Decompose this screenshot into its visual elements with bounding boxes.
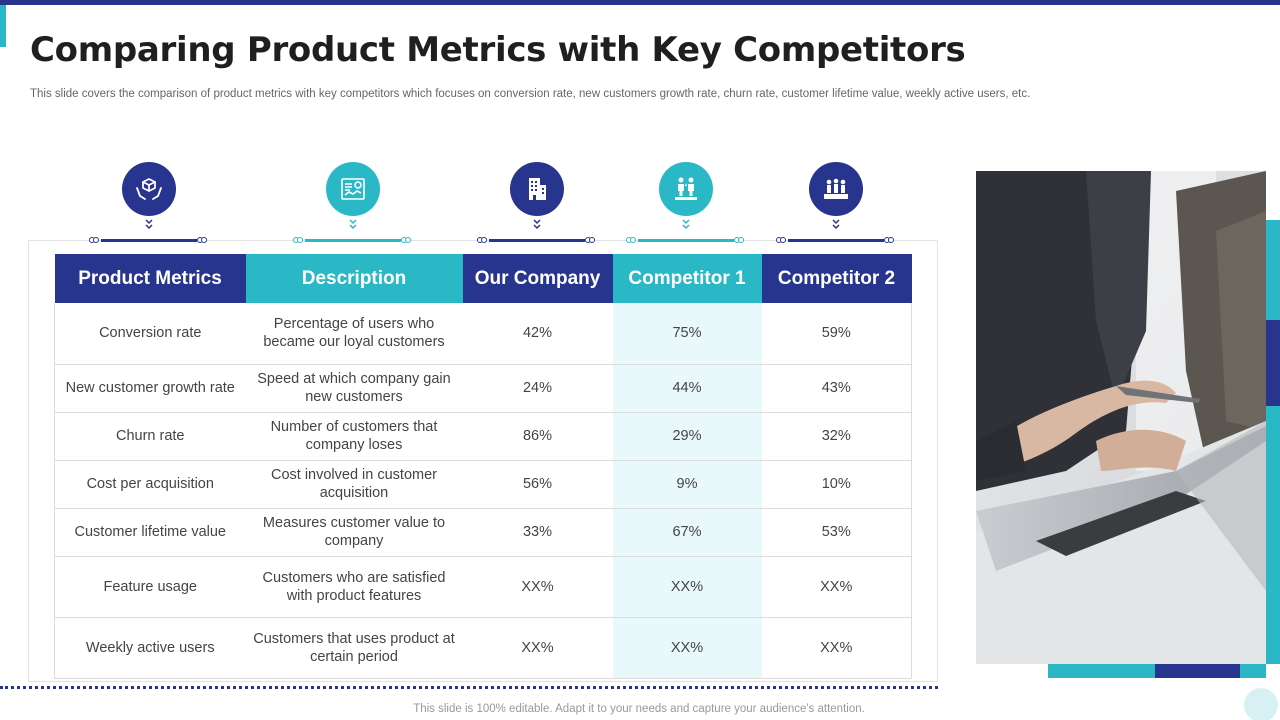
icon-connector [776, 236, 896, 244]
cell-description: Speed at which company gain new customer… [245, 364, 463, 413]
cell-metric: Customer lifetime value [54, 508, 246, 557]
cell-our-company: XX% [462, 556, 613, 618]
cell-description: Customers that uses product at certain p… [245, 617, 463, 679]
cell-our-company: 56% [462, 460, 613, 509]
chevron-down-icon [145, 219, 153, 230]
footer-note: This slide is 100% editable. Adapt it to… [413, 703, 865, 715]
comparison-table: Product Metrics Description Our Company … [54, 254, 912, 679]
icon-connector [477, 236, 597, 244]
cell-our-company: 33% [462, 508, 613, 557]
building-icon [510, 162, 564, 216]
icon-connector [626, 236, 746, 244]
cell-competitor-1: 9% [612, 460, 762, 509]
cell-metric: Feature usage [54, 556, 246, 618]
cell-competitor-2: XX% [761, 556, 912, 618]
hands-box-icon [122, 162, 176, 216]
cell-competitor-1: 67% [612, 508, 762, 557]
photo-accent-teal-right [1266, 220, 1280, 664]
table-row: Cost per acquisition Cost involved in cu… [54, 460, 912, 509]
table-row: Conversion rate Percentage of users who … [54, 303, 912, 365]
header-icon-competitor-1 [626, 162, 746, 246]
chevron-down-icon [682, 219, 690, 230]
top-accent-bar [0, 0, 1280, 5]
cell-competitor-2: 43% [761, 364, 912, 413]
cell-metric: Cost per acquisition [54, 460, 246, 509]
chevron-down-icon [349, 219, 357, 230]
table-row: Weekly active users Customers that uses … [54, 617, 912, 679]
table-header-row: Product Metrics Description Our Company … [54, 254, 912, 303]
dotted-divider [0, 686, 938, 690]
photo-accent-navy-bottom [1155, 664, 1240, 678]
business-laptop-photo [976, 171, 1266, 664]
cell-description: Cost involved in customer acquisition [245, 460, 463, 509]
cell-competitor-1: 44% [612, 364, 762, 413]
table-row: Churn rate Number of customers that comp… [54, 412, 912, 461]
cell-description: Percentage of users who became our loyal… [245, 303, 463, 365]
cell-our-company: 86% [462, 412, 613, 461]
cell-competitor-1: XX% [612, 556, 762, 618]
cell-competitor-2: 10% [761, 460, 912, 509]
icon-connector [293, 236, 413, 244]
slide-title: Comparing Product Metrics with Key Compe… [30, 30, 966, 70]
header-product-metrics: Product Metrics [54, 254, 246, 303]
cell-competitor-1: 75% [612, 303, 762, 365]
header-competitor-2: Competitor 2 [761, 254, 912, 303]
header-icon-our-company [477, 162, 597, 246]
table-row: Customer lifetime value Measures custome… [54, 508, 912, 557]
slide-subtitle: This slide covers the comparison of prod… [30, 88, 1031, 100]
people-podium-icon [659, 162, 713, 216]
cell-metric: New customer growth rate [54, 364, 246, 413]
chevron-down-icon [832, 219, 840, 230]
team-stage-icon [809, 162, 863, 216]
cell-description: Measures customer value to company [245, 508, 463, 557]
header-icon-competitor-2 [776, 162, 896, 246]
header-competitor-1: Competitor 1 [612, 254, 762, 303]
cell-competitor-2: XX% [761, 617, 912, 679]
header-our-company: Our Company [462, 254, 613, 303]
cell-competitor-1: XX% [612, 617, 762, 679]
icon-connector [89, 236, 209, 244]
cell-our-company: 24% [462, 364, 613, 413]
header-icon-description [293, 162, 413, 246]
cell-metric: Weekly active users [54, 617, 246, 679]
table-row: Feature usage Customers who are satisfie… [54, 556, 912, 618]
cell-description: Customers who are satisfied with product… [245, 556, 463, 618]
table-row: New customer growth rate Speed at which … [54, 364, 912, 413]
cell-description: Number of customers that company loses [245, 412, 463, 461]
chevron-down-icon [533, 219, 541, 230]
cell-our-company: XX% [462, 617, 613, 679]
decorative-circle [1244, 688, 1278, 720]
left-accent-bar [0, 5, 6, 47]
header-description: Description [245, 254, 463, 303]
cell-competitor-2: 53% [761, 508, 912, 557]
cell-our-company: 42% [462, 303, 613, 365]
header-icon-product-metrics [89, 162, 209, 246]
cell-metric: Churn rate [54, 412, 246, 461]
photo-accent-navy-right [1266, 320, 1280, 406]
cell-competitor-1: 29% [612, 412, 762, 461]
cell-competitor-2: 32% [761, 412, 912, 461]
cell-metric: Conversion rate [54, 303, 246, 365]
cell-competitor-2: 59% [761, 303, 912, 365]
document-chart-icon [326, 162, 380, 216]
